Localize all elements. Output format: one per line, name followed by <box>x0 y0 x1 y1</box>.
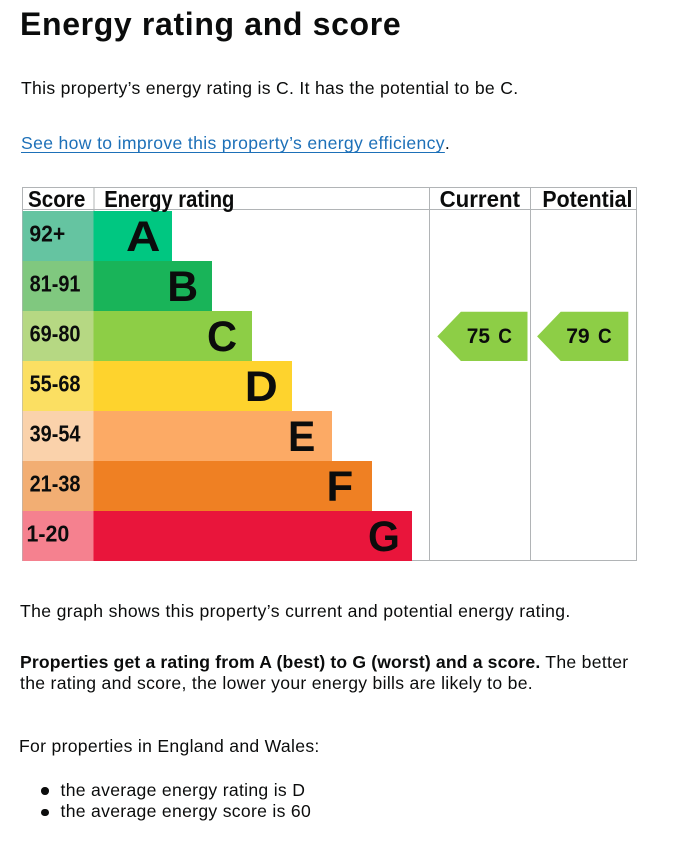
svg-text:Current: Current <box>439 186 520 212</box>
svg-text:C: C <box>207 312 237 360</box>
svg-text:B: B <box>167 262 198 310</box>
svg-text:79: 79 <box>566 324 590 348</box>
svg-text:39-54: 39-54 <box>29 420 80 446</box>
svg-text:92+: 92+ <box>29 220 65 246</box>
svg-text:69-80: 69-80 <box>29 320 80 346</box>
svg-text:F: F <box>326 462 353 510</box>
svg-text:81-91: 81-91 <box>29 270 80 296</box>
svg-text:Energy rating: Energy rating <box>104 186 234 212</box>
svg-text:75: 75 <box>466 324 489 348</box>
svg-text:G: G <box>368 512 400 560</box>
svg-text:Potential: Potential <box>542 186 632 212</box>
svg-text:C: C <box>498 324 512 348</box>
svg-text:C: C <box>598 324 612 348</box>
svg-text:21-38: 21-38 <box>29 470 80 496</box>
svg-text:D: D <box>244 362 277 410</box>
svg-text:Score: Score <box>28 186 85 212</box>
svg-text:A: A <box>126 212 160 260</box>
svg-text:1-20: 1-20 <box>26 520 69 546</box>
svg-text:55-68: 55-68 <box>29 370 80 396</box>
svg-text:E: E <box>288 412 315 460</box>
